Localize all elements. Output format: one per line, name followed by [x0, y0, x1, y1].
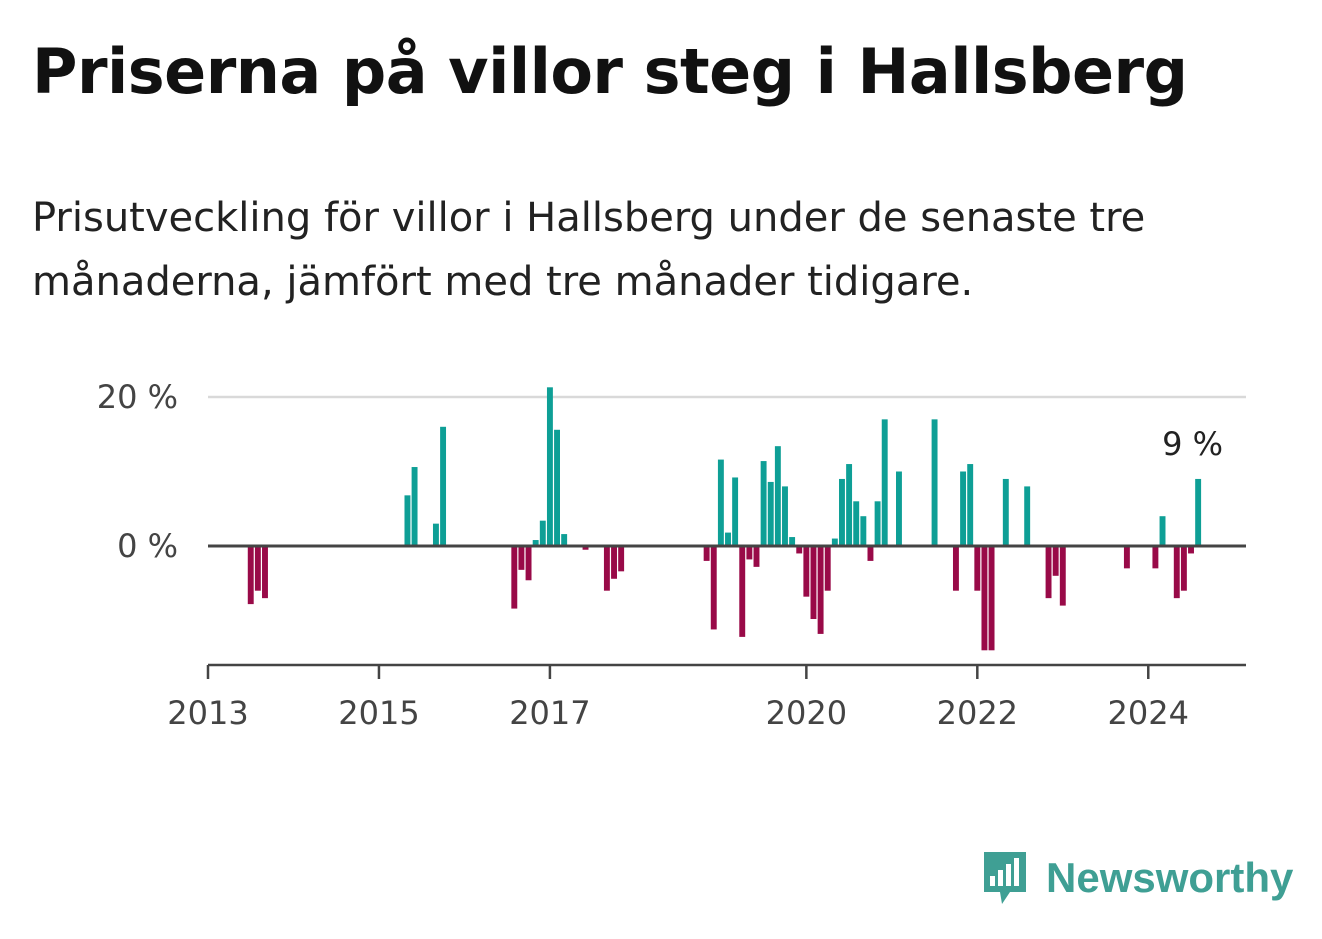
bar: [732, 477, 739, 546]
bar: [824, 546, 831, 591]
bar: [703, 546, 710, 561]
bar: [1152, 546, 1159, 569]
bar: [860, 516, 867, 546]
bar: [774, 446, 781, 546]
bar: [981, 546, 988, 651]
bar: [817, 546, 824, 634]
bar: [753, 546, 760, 567]
bar: [931, 419, 938, 546]
x-tick-label: 2024: [1108, 694, 1189, 732]
bar: [611, 546, 617, 579]
x-tick-label: 2013: [167, 694, 248, 732]
bar: [1059, 546, 1066, 606]
x-tick-label: 2015: [338, 694, 419, 732]
bar: [1188, 546, 1194, 554]
newsworthy-logo-icon: [984, 852, 1026, 904]
bar: [810, 546, 817, 620]
y-tick-label: 20 %: [97, 378, 178, 416]
bar: [262, 546, 268, 599]
bar: [511, 546, 518, 609]
bar: [789, 537, 796, 546]
bar: [846, 464, 853, 546]
newsworthy-logo-text: Newsworthy: [1046, 854, 1294, 901]
bar: [1045, 546, 1052, 599]
bar: [767, 481, 774, 546]
bar: [440, 426, 447, 546]
bar: [988, 546, 995, 651]
chart-title: Priserna på villor steg i Hallsberg: [32, 35, 1188, 108]
bar: [796, 546, 803, 554]
bar: [1024, 486, 1031, 546]
bar: [725, 532, 731, 546]
bar: [404, 495, 411, 546]
bar: [881, 419, 888, 546]
bar: [717, 459, 724, 546]
bar: [874, 501, 881, 546]
bar: [525, 546, 532, 581]
bar: [760, 461, 767, 546]
bar: [746, 546, 753, 560]
bar: [1052, 546, 1059, 576]
x-tick-label: 2022: [937, 694, 1018, 732]
bar: [952, 546, 959, 591]
bar: [1195, 478, 1202, 546]
bar: [974, 546, 981, 591]
bar: [867, 546, 874, 561]
bar: [1180, 546, 1187, 591]
bar: [967, 464, 974, 546]
bar: [532, 540, 539, 546]
bar: [539, 520, 546, 546]
bar: [803, 546, 810, 597]
bar: [518, 546, 525, 570]
bar: [960, 471, 967, 546]
bar: [554, 429, 560, 546]
bar: [411, 467, 418, 546]
bar: [432, 523, 439, 546]
bar: [896, 471, 902, 546]
bar: [839, 478, 845, 546]
bar: [603, 546, 610, 591]
bar: [782, 486, 788, 546]
x-tick-label: 2020: [766, 694, 847, 732]
bar: [254, 546, 261, 591]
bar: [561, 534, 568, 546]
bar: [853, 501, 860, 546]
y-tick-label: 0 %: [117, 527, 178, 565]
x-tick-label: 2017: [509, 694, 590, 732]
bar: [1173, 546, 1180, 599]
bar: [831, 538, 838, 546]
bar: [1002, 478, 1009, 546]
last-value-label: 9 %: [1162, 425, 1223, 463]
newsworthy-logo: Newsworthy: [980, 848, 1293, 908]
bar: [710, 546, 717, 630]
bar: [247, 546, 254, 605]
chart-subtitle: Prisutveckling för villor i Hallsberg un…: [32, 195, 1146, 305]
bar: [1123, 546, 1130, 569]
bar: [546, 387, 553, 546]
bar: [618, 546, 625, 572]
bar: [1159, 516, 1166, 546]
bar: [739, 546, 746, 637]
bar: [582, 546, 589, 550]
